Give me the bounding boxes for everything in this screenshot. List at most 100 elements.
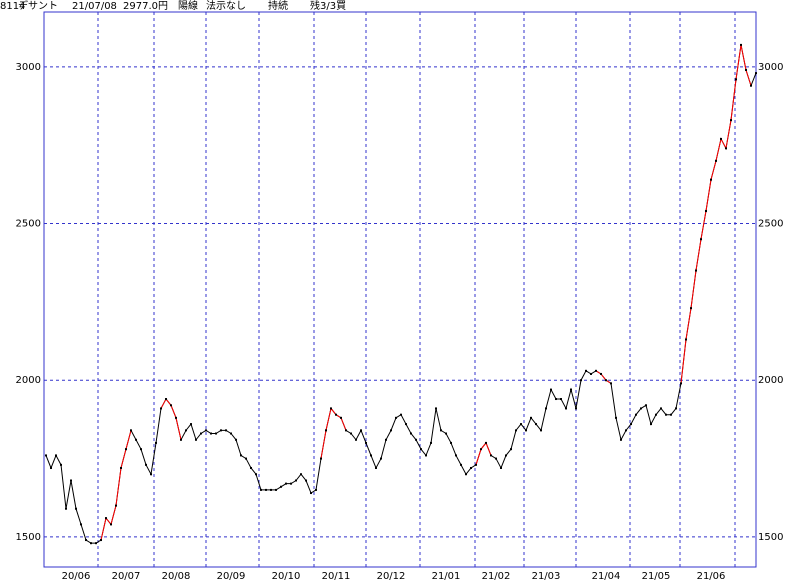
- highlight-line: [320, 407, 347, 459]
- price-dot: [590, 372, 592, 375]
- price-dot: [635, 413, 637, 416]
- price-dot: [460, 463, 462, 466]
- x-tick-label: 20/06: [62, 571, 91, 582]
- price-dot: [400, 413, 402, 416]
- price-dot: [650, 423, 652, 426]
- header-item: 2977.0円: [123, 1, 168, 12]
- price-dot: [370, 454, 372, 457]
- price-dot: [250, 466, 252, 469]
- price-dot: [420, 448, 422, 451]
- price-dot: [270, 488, 272, 491]
- price-dot: [645, 404, 647, 407]
- price-dot: [700, 238, 702, 241]
- x-tick-label: 21/05: [642, 571, 671, 582]
- price-dot: [340, 416, 342, 419]
- price-dot: [405, 423, 407, 426]
- price-dot: [680, 382, 682, 385]
- price-dot: [630, 423, 632, 426]
- price-dot: [485, 441, 487, 444]
- price-dot: [135, 438, 137, 441]
- price-dot: [545, 407, 547, 410]
- header-item: 8114: [0, 1, 25, 12]
- price-dot: [55, 454, 57, 457]
- price-dot: [580, 379, 582, 382]
- price-dot: [415, 438, 417, 441]
- price-dot: [395, 416, 397, 419]
- y-tick-label: 1500: [16, 532, 41, 543]
- header-item: 持続: [268, 0, 288, 12]
- price-dot: [310, 492, 312, 495]
- price-dot: [705, 209, 707, 212]
- price-dot: [330, 407, 332, 410]
- price-dot: [510, 448, 512, 451]
- price-dot: [220, 429, 222, 432]
- price-dot: [730, 119, 732, 122]
- price-dot: [335, 413, 337, 416]
- price-dot: [45, 454, 47, 457]
- price-dot: [285, 482, 287, 485]
- price-dot: [690, 307, 692, 310]
- price-dot: [600, 372, 602, 375]
- price-dot: [365, 441, 367, 444]
- price-dot: [170, 404, 172, 407]
- price-dot: [210, 432, 212, 435]
- price-dot: [665, 413, 667, 416]
- price-line: [45, 44, 757, 544]
- y-tick-label-right: 2000: [758, 375, 783, 386]
- price-dot: [290, 482, 292, 485]
- price-dot: [615, 416, 617, 419]
- price-dot: [505, 454, 507, 457]
- price-dot: [530, 416, 532, 419]
- price-dot: [715, 159, 717, 162]
- price-dot: [470, 466, 472, 469]
- price-dot: [430, 441, 432, 444]
- price-dot: [105, 517, 107, 520]
- price-dot: [380, 457, 382, 460]
- price-dot: [70, 479, 72, 482]
- price-dot: [225, 429, 227, 432]
- price-dot: [95, 542, 97, 545]
- price-dot: [745, 68, 747, 71]
- x-tick-label: 21/02: [482, 571, 511, 582]
- price-dot: [205, 429, 207, 432]
- x-tick-label: 20/10: [272, 571, 301, 582]
- price-dot: [150, 473, 152, 476]
- price-dot: [750, 84, 752, 87]
- price-dot: [245, 457, 247, 460]
- x-tick-label: 20/09: [217, 571, 246, 582]
- price-dot: [495, 457, 497, 460]
- x-tick-label: 20/12: [377, 571, 406, 582]
- price-dot: [85, 539, 87, 542]
- price-dot: [560, 398, 562, 401]
- y-tick-label: 3000: [16, 62, 41, 73]
- price-dot: [295, 479, 297, 482]
- y-tick-label: 2500: [16, 219, 41, 230]
- x-tick-label: 21/06: [697, 571, 726, 582]
- price-dot: [640, 407, 642, 410]
- price-dot: [755, 72, 757, 75]
- price-dot: [520, 423, 522, 426]
- x-tick-label: 20/07: [112, 571, 141, 582]
- price-dot: [455, 454, 457, 457]
- price-dot: [325, 429, 327, 432]
- x-tick-label: 21/03: [532, 571, 561, 582]
- price-dot: [90, 542, 92, 545]
- header-item: 残3/3買: [310, 0, 346, 12]
- price-dot: [175, 416, 177, 419]
- price-dot: [75, 507, 77, 510]
- price-dot: [585, 369, 587, 372]
- price-dot: [50, 466, 52, 469]
- price-dot: [540, 429, 542, 432]
- price-dot: [515, 429, 517, 432]
- highlight-line: [680, 44, 752, 384]
- price-dot: [575, 407, 577, 410]
- header-item: 法示なし: [206, 0, 246, 12]
- price-dot: [440, 429, 442, 432]
- price-dot: [605, 379, 607, 382]
- highlight-line: [475, 441, 492, 465]
- price-dot: [735, 78, 737, 81]
- price-dot: [255, 473, 257, 476]
- header-item: 21/07/08: [72, 1, 117, 12]
- price-dot: [235, 438, 237, 441]
